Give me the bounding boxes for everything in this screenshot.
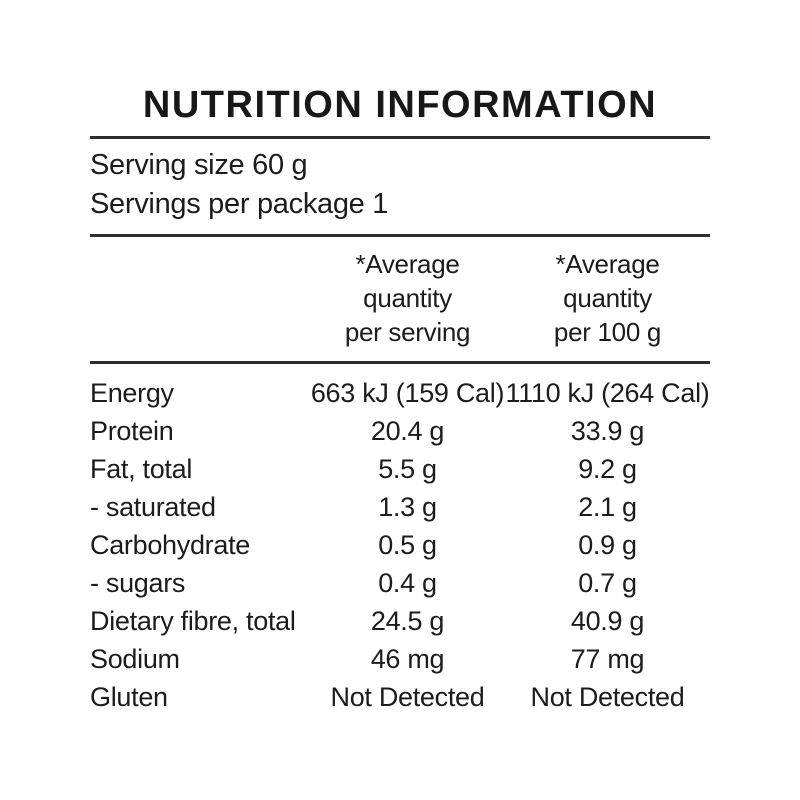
servings-per-package-text: Servings per package 1 (90, 188, 389, 220)
nutrition-panel: NUTRITION INFORMATION Serving size 60 g … (90, 84, 710, 716)
row-value-per-serving: 24.5 g (370, 605, 445, 636)
table-row-fat-total: Fat, total 5.5 g 9.2 g (90, 450, 710, 488)
serving-info: Serving size 60 g Servings per package 1 (90, 139, 710, 234)
table-header-row: *Average quantity per serving *Average q… (90, 237, 710, 361)
row-value-per-serving: 0.5 g (378, 529, 437, 560)
row-value-per-100g: 33.9 g (570, 415, 645, 446)
table-row-sugars: - sugars 0.4 g 0.7 g (90, 564, 710, 602)
divider-serving (90, 234, 710, 237)
row-value-per-100g: 77 mg (570, 643, 645, 674)
row-label: Gluten (90, 681, 168, 712)
row-label: Carbohydrate (90, 529, 250, 560)
page-title: NUTRITION INFORMATION (142, 84, 658, 126)
row-value-per-serving: 5.5 g (378, 453, 437, 484)
serving-size-text: Serving size 60 g (90, 149, 308, 181)
row-value-per-100g: Not Detected (530, 681, 685, 712)
divider-top (90, 136, 710, 139)
table-row-carbohydrate: Carbohydrate 0.5 g 0.9 g (90, 526, 710, 564)
nutrition-table-body: Energy 663 kJ (159 Cal) 1110 kJ (264 Cal… (90, 364, 710, 716)
row-label: Dietary fibre, total (90, 605, 296, 636)
table-row-gluten: Gluten Not Detected Not Detected (90, 678, 710, 716)
row-value-per-100g: 9.2 g (578, 453, 637, 484)
row-label: Energy (90, 377, 174, 408)
row-value-per-serving: 46 mg (370, 643, 445, 674)
row-value-per-serving: 1.3 g (378, 491, 437, 522)
row-value-per-100g: 1110 kJ (264 Cal) (505, 377, 710, 408)
column-header-per-100g: *Average quantity per 100 g (553, 249, 662, 347)
table-row-sodium: Sodium 46 mg 77 mg (90, 640, 710, 678)
row-label: - sugars (90, 567, 186, 598)
row-value-per-100g: 0.7 g (578, 567, 637, 598)
row-label: Sodium (90, 643, 180, 674)
table-row-energy: Energy 663 kJ (159 Cal) 1110 kJ (264 Cal… (90, 374, 710, 412)
table-row-dietary-fibre: Dietary fibre, total 24.5 g 40.9 g (90, 602, 710, 640)
row-label: Protein (90, 415, 174, 446)
row-label: Fat, total (90, 453, 193, 484)
divider-header (90, 361, 710, 364)
table-row-protein: Protein 20.4 g 33.9 g (90, 412, 710, 450)
row-value-per-serving: 0.4 g (378, 567, 437, 598)
row-label: - saturated (90, 491, 216, 522)
column-header-per-serving: *Average quantity per serving (344, 249, 471, 347)
row-value-per-serving: 663 kJ (159 Cal) (310, 377, 505, 408)
row-value-per-100g: 2.1 g (578, 491, 637, 522)
row-value-per-serving: 20.4 g (370, 415, 445, 446)
row-value-per-serving: Not Detected (330, 681, 485, 712)
table-row-saturated: - saturated 1.3 g 2.1 g (90, 488, 710, 526)
row-value-per-100g: 0.9 g (578, 529, 637, 560)
row-value-per-100g: 40.9 g (570, 605, 645, 636)
